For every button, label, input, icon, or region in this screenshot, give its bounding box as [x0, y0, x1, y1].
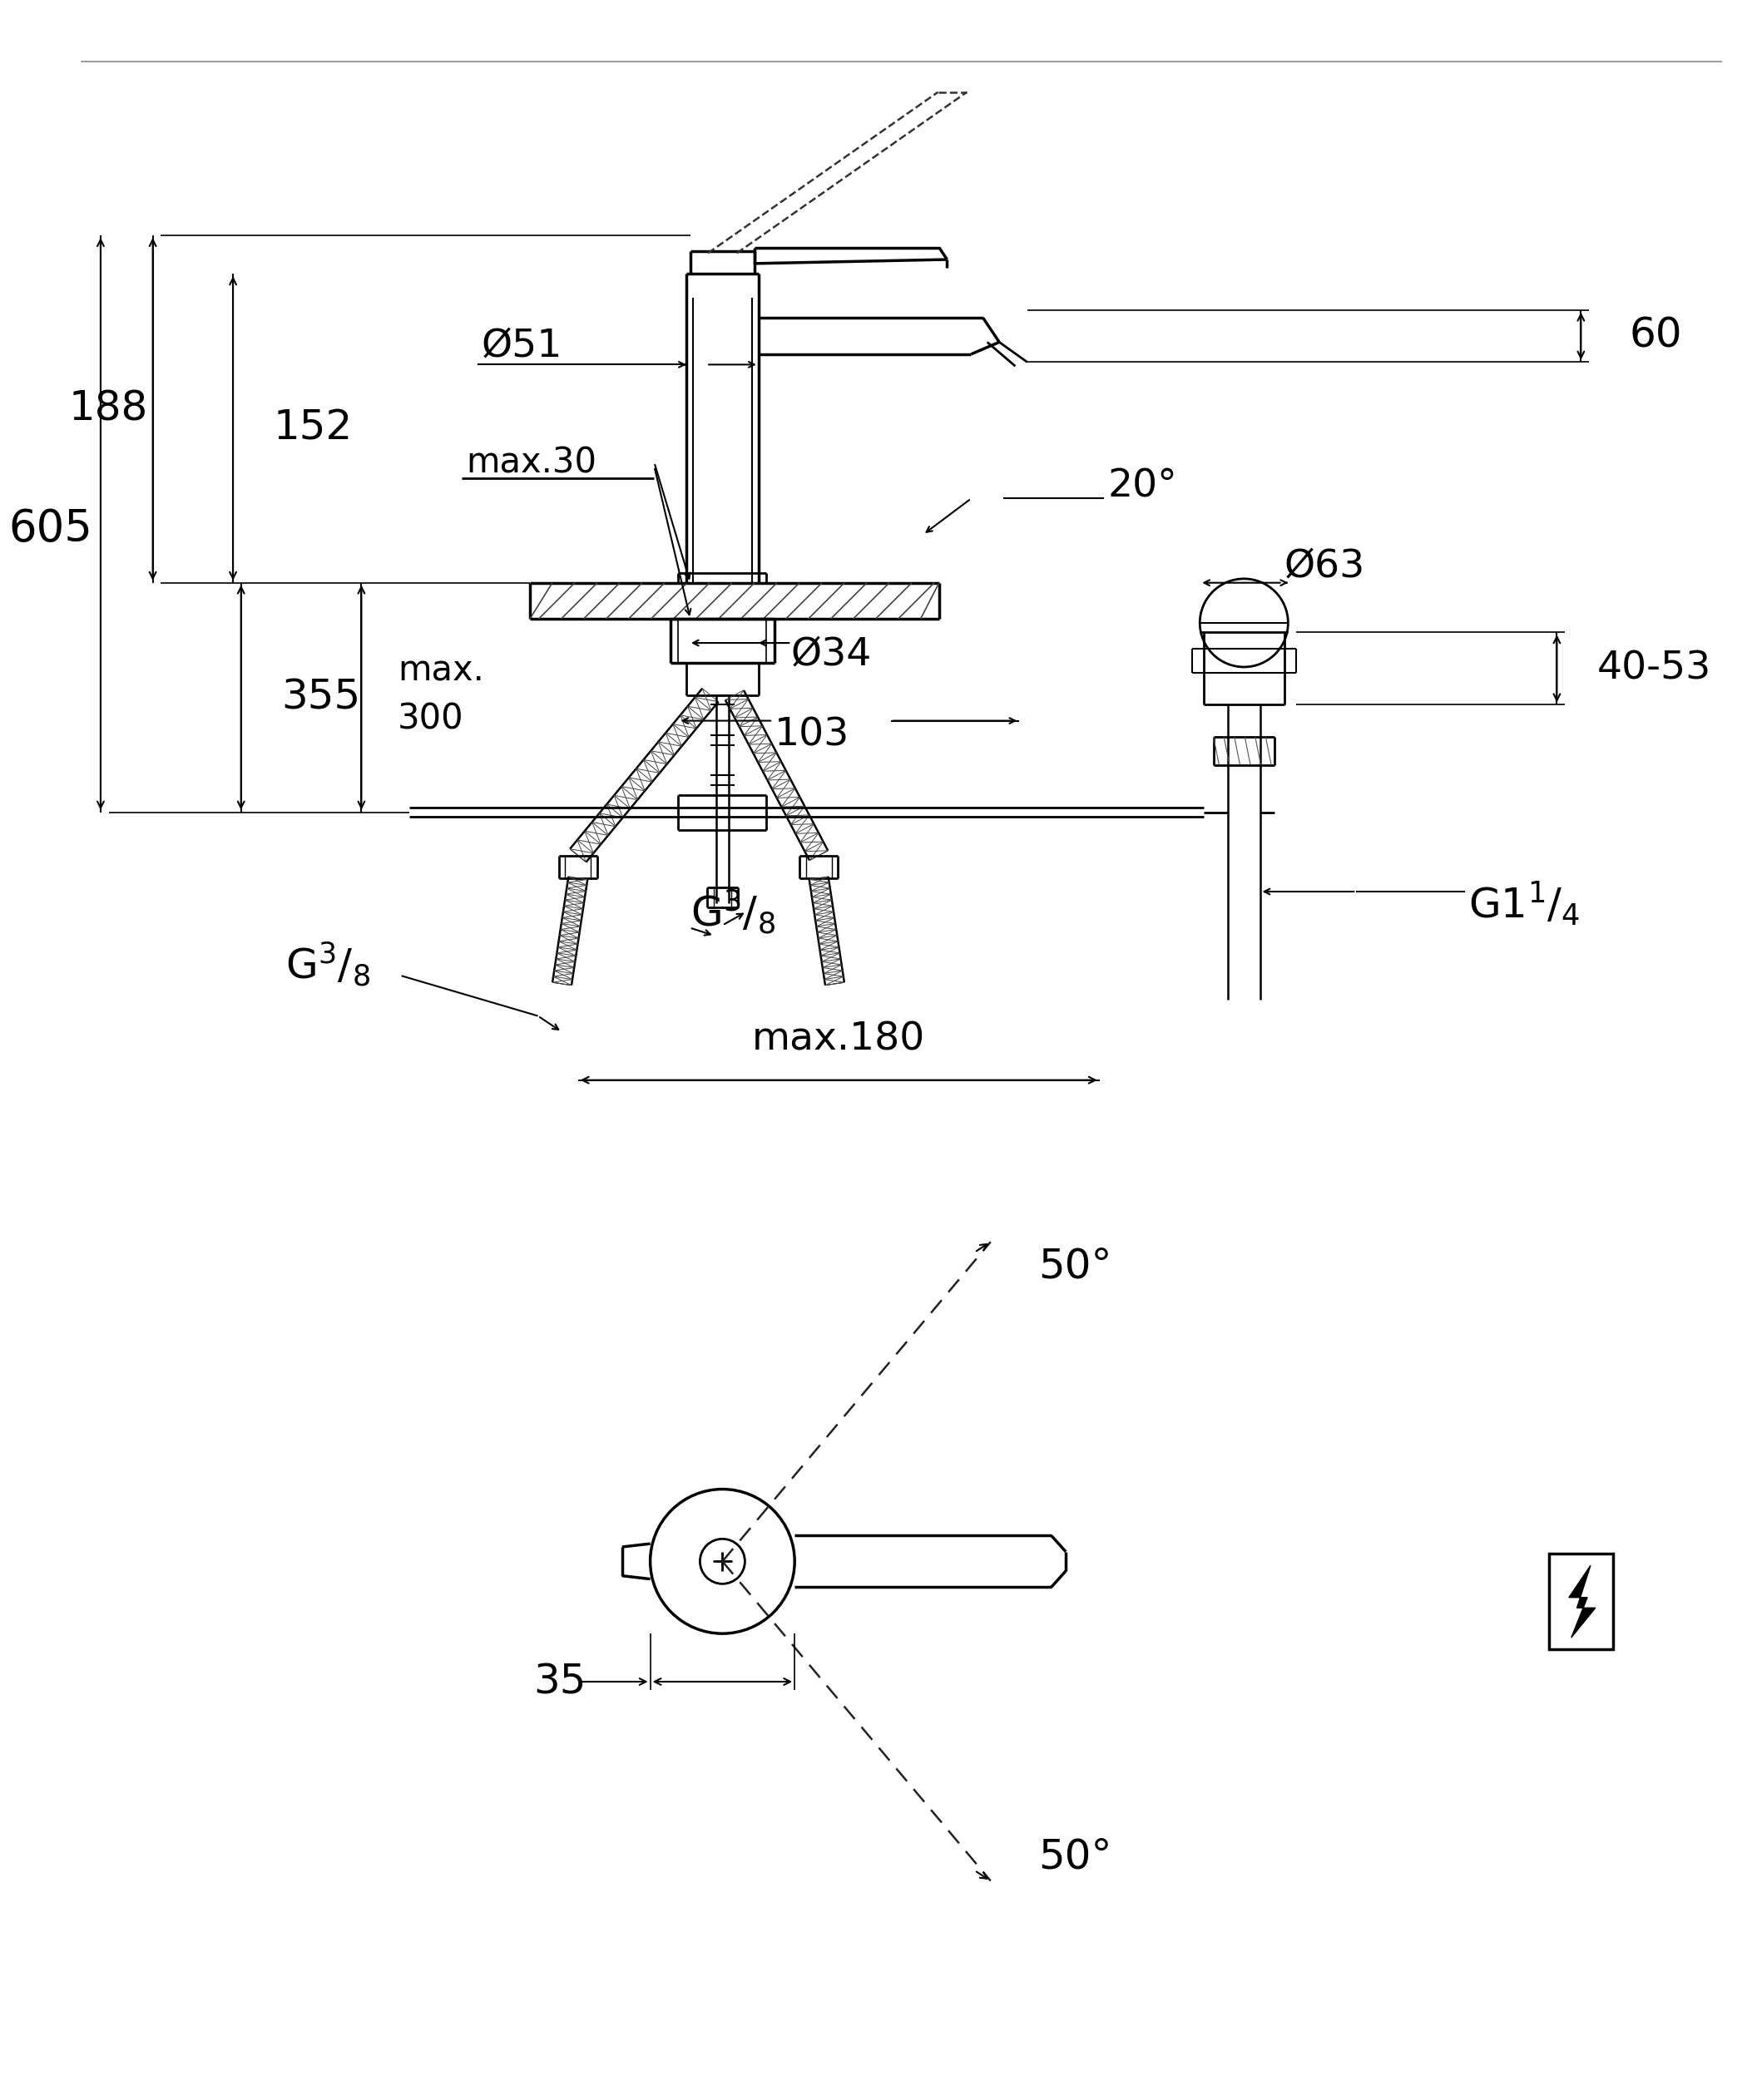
- Text: 300: 300: [398, 701, 464, 737]
- Text: 60: 60: [1629, 315, 1682, 355]
- Text: 152: 152: [273, 407, 352, 447]
- Text: G1$^{\mathsf{1}}$/$_{\mathsf{4}}$: G1$^{\mathsf{1}}$/$_{\mathsf{4}}$: [1468, 880, 1580, 928]
- Text: 103: 103: [774, 716, 850, 754]
- Text: 40-53: 40-53: [1598, 649, 1712, 687]
- Text: 50°: 50°: [1039, 1838, 1113, 1877]
- Text: Ø63: Ø63: [1284, 548, 1365, 586]
- Text: Ø34: Ø34: [790, 636, 872, 674]
- Text: max.30: max.30: [466, 445, 596, 481]
- Text: max.180: max.180: [752, 1021, 925, 1058]
- Polygon shape: [1568, 1564, 1596, 1638]
- Text: 35: 35: [533, 1661, 585, 1701]
- Text: G$^{\mathsf{3}}$/$_{\mathsf{8}}$: G$^{\mathsf{3}}$/$_{\mathsf{8}}$: [286, 941, 370, 987]
- Bar: [1549, 1554, 1614, 1651]
- Text: max.: max.: [398, 653, 484, 689]
- Text: Ø51: Ø51: [482, 328, 562, 365]
- Text: 355: 355: [280, 678, 361, 718]
- Text: 605: 605: [9, 508, 93, 550]
- Text: 50°: 50°: [1039, 1245, 1113, 1285]
- Text: G$^{\mathsf{3}}$/$_{\mathsf{8}}$: G$^{\mathsf{3}}$/$_{\mathsf{8}}$: [690, 888, 774, 934]
- Text: 188: 188: [68, 388, 149, 428]
- Text: 20°: 20°: [1107, 468, 1177, 506]
